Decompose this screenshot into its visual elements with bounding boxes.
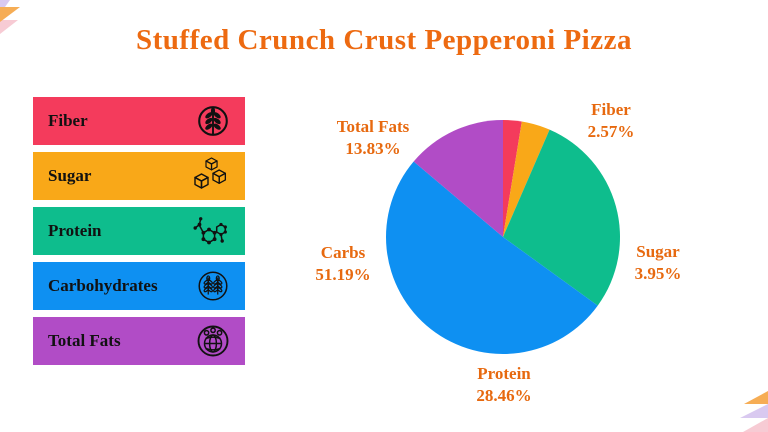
pie-label-fiber: Fiber 2.57% [546, 99, 676, 143]
decoration-triangle-orange [0, 7, 20, 22]
pie-label-value: 2.57% [587, 122, 635, 141]
pie-label-value: 28.46% [476, 386, 532, 405]
fats-globe-circle-icon [191, 321, 235, 361]
decoration-triangle-pink [743, 418, 768, 432]
legend-item-carbohydrates: Carbohydrates [33, 262, 245, 310]
page-title: Stuffed Crunch Crust Pepperoni Pizza [136, 24, 632, 56]
wheat-stalks-circle-icon [191, 267, 235, 305]
pie-label-sugar: Sugar 3.95% [593, 241, 723, 285]
decoration-triangle-orange [744, 391, 768, 404]
decoration-triangle-lavender [740, 404, 768, 418]
legend-item-protein: Protein [33, 207, 245, 255]
legend: Fiber Sugar [33, 97, 245, 372]
sugar-cubes-icon [191, 157, 235, 195]
wheat-grain-circle-icon [191, 102, 235, 140]
pie-label-name: Total Fats [336, 117, 410, 136]
pie-slice-carbs [386, 161, 598, 354]
pie-label-name: Fiber [591, 100, 631, 119]
legend-item-label: Sugar [48, 166, 92, 185]
pie-label-total-fats: Total Fats 13.83% [308, 116, 438, 160]
pie-label-name: Sugar [636, 242, 680, 261]
pie-slice-total-fats [413, 120, 503, 237]
legend-item-label: Total Fats [48, 331, 121, 350]
legend-item-label: Protein [48, 221, 102, 240]
pie-label-protein: Protein 28.46% [439, 363, 569, 407]
legend-item-label: Fiber [48, 111, 88, 130]
pie-label-name: Carbs [320, 243, 366, 262]
legend-item-total-fats: Total Fats [33, 317, 245, 365]
pie-label-value: 3.95% [634, 264, 682, 283]
molecule-icon [191, 212, 235, 250]
legend-item-label: Carbohydrates [48, 276, 158, 295]
corner-decoration-top-left [0, 0, 20, 34]
pie-label-value: 13.83% [345, 139, 401, 158]
pie-label-value: 51.19% [315, 265, 371, 284]
pie-label-name: Protein [477, 364, 531, 383]
pie-slice-fiber [503, 120, 522, 237]
legend-item-sugar: Sugar [33, 152, 245, 200]
pie-label-carbs: Carbs 51.19% [278, 242, 408, 286]
decoration-triangle-pink [0, 20, 18, 34]
corner-decoration-bottom-right [740, 391, 768, 432]
pie-slice-protein [503, 129, 620, 306]
pie-slice-sugar [503, 121, 550, 237]
legend-item-fiber: Fiber [33, 97, 245, 145]
